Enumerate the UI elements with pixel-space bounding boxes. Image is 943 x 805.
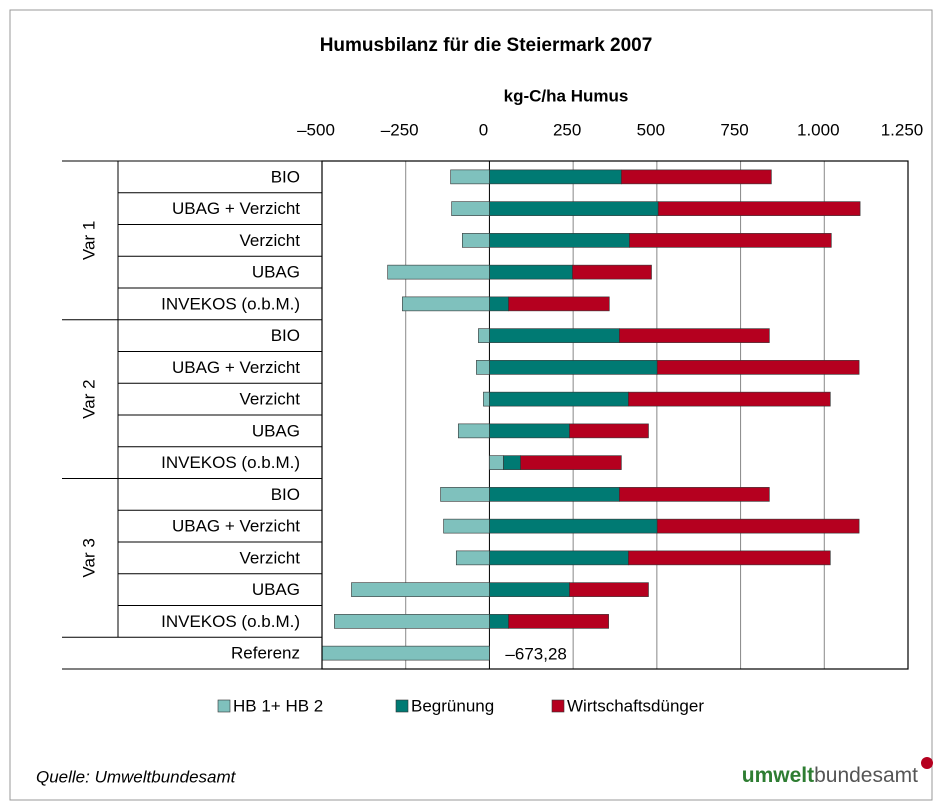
bar: [334, 614, 490, 629]
bar: [489, 264, 573, 280]
bar: [489, 233, 630, 248]
x-tick-label: 750: [720, 120, 748, 139]
bar: [451, 201, 490, 216]
bar: [440, 487, 490, 502]
logo-rest: bundesamt: [814, 764, 918, 787]
bar: [629, 233, 832, 248]
x-tick-label: 0: [479, 120, 488, 139]
bar: [621, 169, 772, 185]
bar: [489, 169, 622, 185]
category-label: Referenz: [231, 644, 300, 663]
bar: [503, 455, 521, 470]
bar: [489, 296, 509, 312]
outer-frame: [9, 9, 933, 801]
axis-title: kg-C/ha Humus: [504, 86, 629, 105]
category-label: UBAG + Verzicht: [172, 358, 300, 377]
bar: [656, 360, 860, 375]
category-label: UBAG: [252, 263, 300, 282]
category-label: UBAG: [252, 580, 300, 599]
bar: [478, 328, 490, 343]
bar: [443, 518, 490, 534]
category-label: UBAG: [252, 421, 300, 440]
bar: [322, 645, 490, 661]
category-label: BIO: [271, 326, 300, 345]
legend-label: HB 1+ HB 2: [233, 696, 323, 715]
x-tick-label: 1.250: [881, 120, 924, 139]
category-label: INVEKOS (o.b.M.): [161, 453, 300, 472]
category-label: INVEKOS (o.b.M.): [161, 612, 300, 631]
legend-swatch: [395, 699, 409, 713]
category-label: Verzicht: [240, 231, 301, 250]
category-label: Verzicht: [240, 390, 301, 409]
bar: [619, 328, 770, 343]
bar: [450, 169, 490, 185]
category-label: Verzicht: [240, 548, 301, 567]
category-label: BIO: [271, 485, 300, 504]
bar: [508, 296, 610, 312]
legend-label: Begrünung: [411, 696, 494, 715]
bar: [628, 550, 831, 566]
bar: [476, 360, 490, 375]
x-tick-label: 250: [553, 120, 581, 139]
bar: [489, 328, 620, 343]
group-label: Var 1: [79, 221, 98, 260]
bar: [489, 582, 570, 597]
x-tick-label: 500: [637, 120, 665, 139]
legend-swatch: [551, 699, 565, 713]
bar: [351, 582, 490, 597]
bar: [402, 296, 490, 312]
category-label: UBAG + Verzicht: [172, 199, 300, 218]
source: Quelle: Umweltbundesamt: [36, 767, 237, 786]
bar: [508, 614, 609, 629]
bar: [572, 264, 652, 280]
bar: [483, 391, 490, 407]
logo-bold: umwelt: [742, 764, 814, 787]
group-label: Var 3: [79, 538, 98, 577]
group-label: Var 2: [79, 379, 98, 418]
bar: [489, 518, 658, 534]
bar: [489, 455, 504, 470]
category-label: BIO: [271, 167, 300, 186]
bar: [489, 360, 658, 375]
plot-area: [322, 169, 861, 661]
legend-swatch: [217, 699, 231, 713]
bar: [657, 201, 861, 216]
bar: [457, 423, 490, 439]
category-label: UBAG + Verzicht: [172, 517, 300, 536]
value-label: –673,28: [505, 645, 566, 664]
bar: [387, 264, 490, 280]
legend-label: Wirtschaftsdünger: [567, 696, 704, 715]
logo-icon: [921, 757, 933, 769]
chart-title: Humusbilanz für die Steiermark 2007: [320, 35, 653, 56]
bar: [489, 550, 629, 566]
bar: [569, 423, 649, 439]
bar: [489, 423, 570, 439]
bar: [462, 233, 490, 248]
bar: [569, 582, 649, 597]
category-label: INVEKOS (o.b.M.): [161, 294, 300, 313]
bar: [489, 201, 659, 216]
bar: [455, 550, 490, 566]
x-tick-label: 1.000: [797, 120, 840, 139]
bar: [489, 614, 509, 629]
bar: [628, 391, 831, 407]
bar: [520, 455, 622, 470]
bar: [619, 487, 770, 502]
bar: [489, 487, 620, 502]
bar: [489, 391, 629, 407]
x-tick-label: –250: [381, 120, 419, 139]
logo: umweltbundesamt: [742, 764, 918, 787]
bar: [656, 518, 860, 534]
x-tick-label: –500: [297, 120, 335, 139]
